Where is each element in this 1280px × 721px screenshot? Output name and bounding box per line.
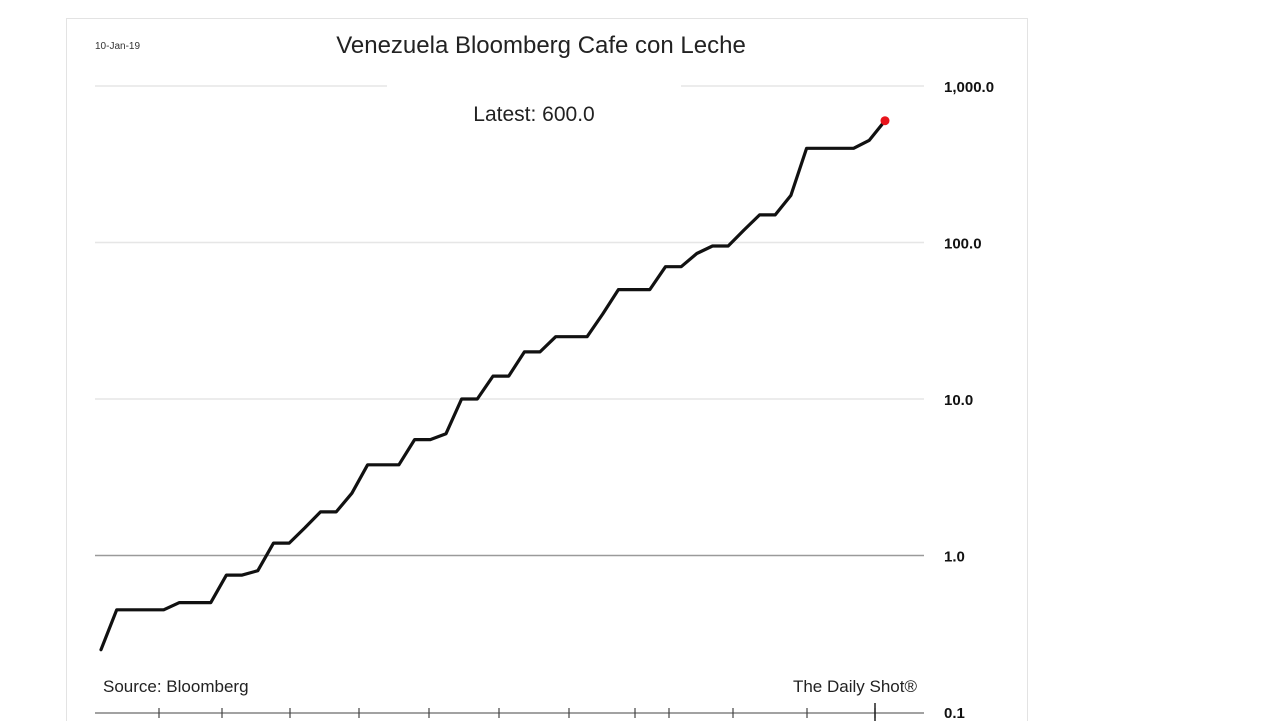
brand-note: The Daily Shot® <box>793 677 917 696</box>
chart-date: 10-Jan-19 <box>95 41 140 52</box>
chart-title: Venezuela Bloomberg Cafe con Leche <box>336 32 746 59</box>
y-tick-label: 10.0 <box>944 392 973 409</box>
y-tick-label: 1,000.0 <box>944 79 994 96</box>
x-axis-ticks <box>95 703 924 721</box>
latest-value-marker <box>880 116 890 126</box>
y-axis-ticks: 0.1 1.0 10.0 100.0 1,000.0 <box>944 79 994 721</box>
chart-frame: 10-Jan-19 Venezuela Bloomberg Cafe con L… <box>66 18 1028 721</box>
grid-layer <box>95 85 924 557</box>
y-tick-label: 1.0 <box>944 549 965 566</box>
series-layer <box>99 116 890 652</box>
chart-svg: 10-Jan-19 Venezuela Bloomberg Cafe con L… <box>95 32 994 721</box>
source-note: Source: Bloomberg <box>103 677 249 696</box>
y-tick-label: 0.1 <box>944 705 965 721</box>
series-line <box>99 119 887 652</box>
latest-label: Latest: 600.0 <box>473 103 594 126</box>
y-tick-label: 100.0 <box>944 236 982 253</box>
